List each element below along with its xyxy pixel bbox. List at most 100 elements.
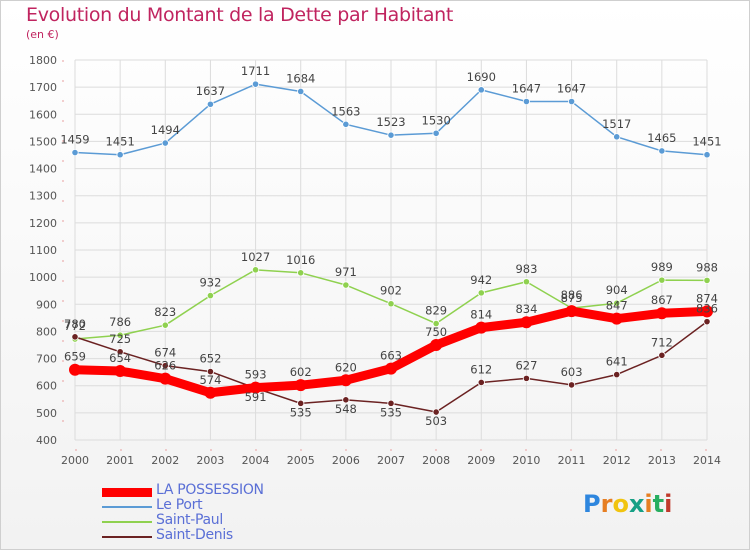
data-label-le-port: 1465	[647, 131, 676, 145]
data-point-la-possession	[159, 372, 172, 385]
data-label-le-port: 1451	[106, 135, 135, 149]
data-point-la-possession	[385, 362, 397, 375]
data-label-le-port: 1451	[692, 135, 721, 149]
x-tick-label: 2001	[106, 454, 134, 467]
y-tick-label: 1700	[29, 81, 57, 94]
chart-subtitle: (en €)	[26, 28, 59, 41]
x-tick-label: 2008	[422, 454, 450, 467]
data-label-saint-denis: 641	[606, 355, 628, 369]
legend-label-le-port: Le Port	[156, 497, 203, 513]
data-label-la-possession: 663	[380, 349, 402, 363]
x-tick-label: 2006	[332, 454, 360, 467]
data-label-saint-paul: 932	[199, 276, 221, 290]
y-tick-label: 500	[36, 407, 57, 420]
y-tick-label: 900	[36, 298, 57, 311]
data-point-saint-denis	[71, 333, 79, 341]
data-label-saint-denis: 674	[154, 346, 176, 360]
data-point-saint-paul	[387, 300, 395, 308]
data-point-la-possession	[430, 339, 443, 351]
data-label-saint-paul: 971	[335, 265, 357, 279]
y-tick-label: 1600	[29, 108, 57, 121]
data-point-saint-paul	[251, 266, 260, 274]
x-tick-label: 2007	[377, 454, 405, 467]
data-label-la-possession: 602	[290, 365, 312, 379]
data-point-le-port	[522, 97, 531, 106]
data-point-saint-denis	[477, 378, 485, 387]
legend-label-la-possession: LA POSSESSION	[156, 482, 264, 498]
data-label-saint-paul: 902	[380, 284, 402, 298]
data-point-saint-denis	[703, 318, 711, 326]
data-label-le-port: 1684	[286, 71, 315, 85]
x-tick-label: 2010	[512, 454, 540, 467]
data-label-saint-paul: 983	[515, 262, 537, 276]
data-point-la-possession	[249, 381, 262, 394]
legend-swatch-saint-paul	[102, 521, 152, 523]
data-point-le-port	[297, 87, 305, 96]
data-label-saint-paul: 988	[696, 260, 718, 274]
y-tick-label: 1400	[29, 163, 57, 176]
data-point-le-port	[251, 80, 260, 88]
legend-swatch-saint-denis	[102, 536, 152, 538]
data-point-le-port	[613, 133, 621, 141]
y-tick-label: 1800	[29, 54, 57, 67]
data-point-le-port	[432, 129, 440, 137]
data-point-le-port	[206, 100, 215, 108]
data-point-saint-denis	[567, 381, 576, 389]
data-point-le-port	[477, 86, 485, 94]
data-label-la-possession: 867	[651, 293, 673, 307]
data-label-la-possession: 626	[154, 359, 176, 373]
data-point-le-port	[342, 120, 350, 128]
data-label-le-port: 1711	[241, 64, 270, 78]
data-label-la-possession: 654	[109, 351, 131, 365]
legend-label-saint-denis: Saint-Denis	[156, 527, 233, 543]
data-label-saint-paul: 942	[470, 273, 492, 287]
data-point-saint-denis	[206, 367, 215, 376]
data-label-saint-denis: 725	[109, 332, 131, 346]
data-point-la-possession	[339, 374, 352, 387]
data-point-saint-denis	[161, 362, 169, 370]
data-point-saint-paul	[206, 291, 215, 300]
x-tick-label: 2009	[467, 454, 495, 467]
y-tick-label: 1100	[29, 244, 57, 257]
data-label-saint-denis: 591	[245, 390, 267, 404]
data-point-la-possession	[520, 316, 533, 329]
x-tick-label: 2003	[196, 454, 224, 467]
data-point-la-possession	[610, 312, 623, 325]
data-label-le-port: 1530	[422, 113, 451, 127]
x-tick-label: 2005	[287, 454, 315, 467]
x-tick-label: 2011	[558, 454, 586, 467]
data-point-la-possession	[475, 321, 488, 334]
data-label-saint-denis: 503	[425, 414, 447, 428]
data-point-saint-paul	[297, 269, 305, 277]
x-tick-label: 2013	[648, 454, 676, 467]
data-label-la-possession: 834	[515, 302, 537, 316]
data-point-saint-paul	[658, 276, 666, 284]
data-point-saint-denis	[658, 351, 666, 359]
data-point-saint-denis	[297, 399, 305, 407]
data-point-la-possession	[294, 379, 307, 392]
y-tick-label: 400	[36, 434, 57, 447]
data-point-saint-denis	[432, 408, 440, 416]
legend-label-saint-paul: Saint-Paul	[156, 512, 223, 528]
data-label-le-port: 1637	[196, 84, 225, 98]
data-label-le-port: 1523	[376, 115, 405, 129]
data-label-la-possession: 814	[470, 308, 492, 322]
data-point-le-port	[161, 139, 169, 147]
data-label-la-possession: 659	[64, 350, 86, 364]
data-label-la-possession: 750	[425, 325, 447, 339]
data-label-saint-denis: 780	[64, 317, 86, 331]
data-point-saint-paul	[477, 289, 485, 297]
legend-swatch-la-possession	[102, 488, 152, 497]
data-point-saint-paul	[432, 319, 440, 328]
data-point-le-port	[387, 131, 395, 139]
data-label-saint-paul: 1027	[241, 250, 270, 264]
data-label-saint-paul: 786	[109, 315, 131, 329]
data-point-la-possession	[69, 363, 81, 376]
data-label-la-possession: 874	[696, 291, 718, 305]
data-point-le-port	[116, 151, 124, 159]
data-point-saint-paul	[342, 281, 350, 289]
y-tick-label: 700	[36, 353, 57, 366]
data-label-saint-paul: 772	[64, 319, 86, 333]
data-label-saint-denis: 627	[515, 358, 537, 372]
